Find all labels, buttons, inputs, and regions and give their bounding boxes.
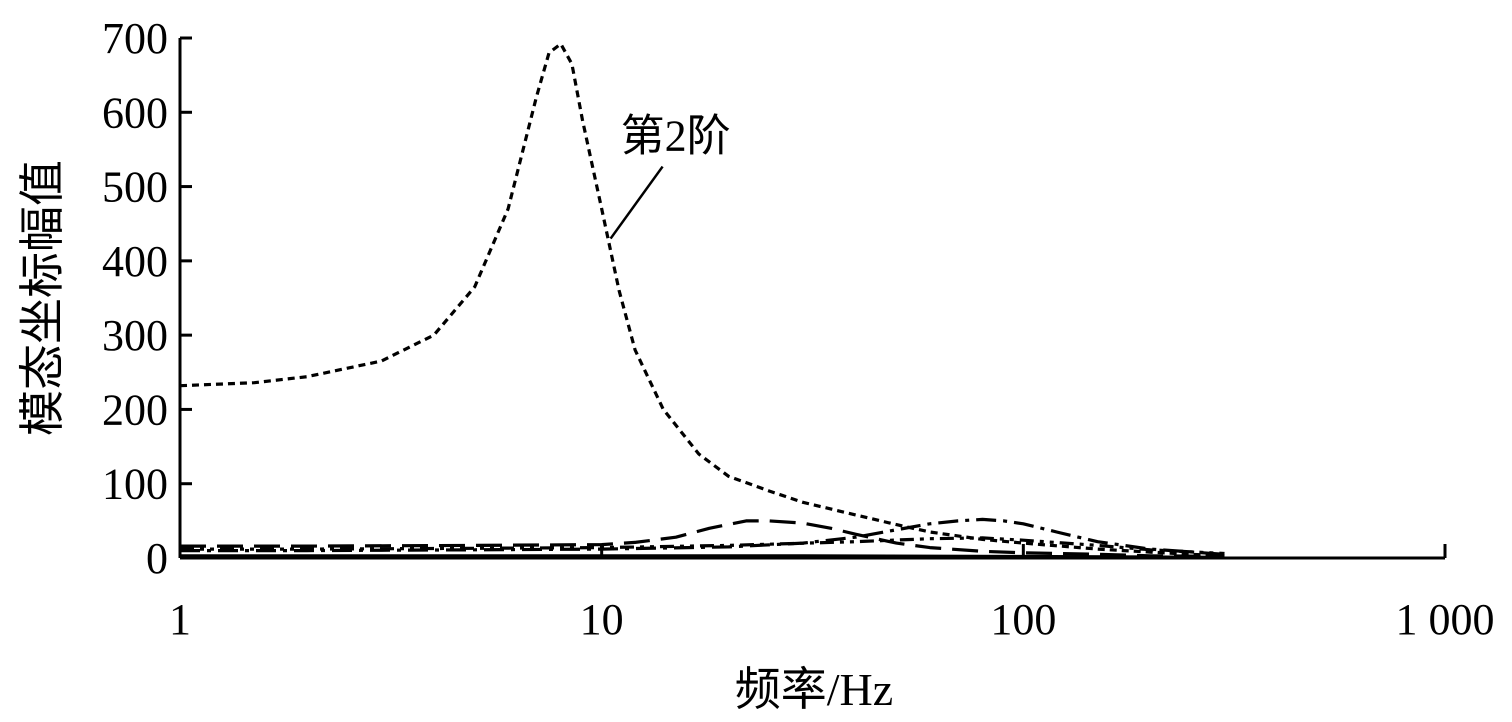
y-axis-title: 模态坐标幅值: [17, 160, 68, 436]
y-tick-label: 300: [102, 311, 168, 360]
annotation-label: 第2阶: [621, 112, 731, 161]
x-tick-label: 100: [990, 595, 1056, 644]
y-tick-label: 500: [102, 163, 168, 212]
y-tick-label: 0: [146, 534, 168, 583]
series-line-1: [179, 42, 1225, 558]
y-tick-label: 200: [102, 385, 168, 434]
y-tick-label: 600: [102, 88, 168, 137]
y-tick-label: 700: [102, 14, 168, 63]
series-line-5: [180, 554, 1225, 559]
series-line-2: [180, 519, 1225, 559]
series-line-4: [180, 536, 1225, 556]
x-axis-title: 频率/Hz: [735, 664, 893, 715]
series-lines: [179, 42, 1225, 559]
y-tick-label: 400: [102, 237, 168, 286]
x-tick-label: 1 000: [1396, 595, 1495, 644]
x-tick-label: 10: [580, 595, 624, 644]
annotation-leader-line: [609, 165, 664, 240]
series-line-3: [180, 517, 1225, 556]
x-tick-label: 1: [169, 595, 191, 644]
y-tick-label: 100: [102, 460, 168, 509]
axes: 0 100 200 300 400 500 600 700 1 10 100 1 000: [102, 14, 1495, 644]
annotations: 第2阶: [609, 112, 731, 240]
y-axis-title-group: 模态坐标幅值: [17, 160, 68, 436]
